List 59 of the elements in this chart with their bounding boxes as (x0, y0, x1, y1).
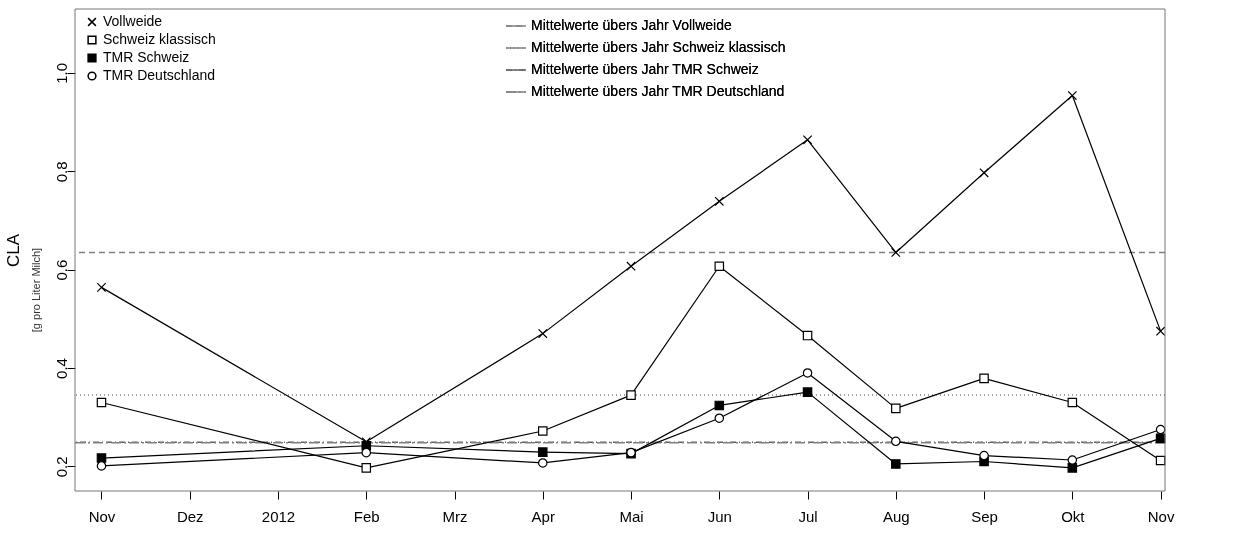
y-tick-label: 0.4 (52, 358, 70, 379)
x-tick-label: Mai (619, 507, 644, 525)
point (361, 463, 372, 473)
x-tick-label: Aug (882, 507, 910, 525)
point (714, 196, 725, 207)
x-tick-label: Feb (353, 507, 380, 525)
legend-label: TMR Deutschland (103, 67, 216, 83)
point (979, 450, 989, 461)
x-tick-label: Mrz (442, 507, 468, 525)
point (1067, 455, 1078, 465)
point (714, 261, 725, 272)
y-tick-label: 0.8 (52, 161, 70, 183)
point (714, 413, 725, 423)
x-tick-label: Jun (707, 507, 732, 525)
y-tick-label: 0.6 (52, 259, 70, 281)
legend-label: Schweiz klassisch (103, 31, 216, 47)
y-tick-label: 1.0 (52, 63, 70, 84)
x-tick-label: Apr (531, 507, 555, 525)
x-tick-label: Dez (176, 507, 204, 525)
point (1067, 463, 1078, 473)
point (96, 397, 107, 408)
point (626, 390, 636, 400)
point (891, 436, 901, 447)
point (802, 135, 813, 145)
point (537, 426, 548, 436)
x-tick-label: Nov (88, 507, 116, 525)
legend-label: TMR Schweiz (103, 49, 190, 65)
point (891, 403, 901, 414)
x-tick-label: Nov (1147, 507, 1175, 525)
point (714, 400, 725, 411)
point (96, 461, 107, 471)
legend-label: Mittelwerte übers Jahr TMR Deutschland (531, 83, 785, 99)
point (891, 459, 901, 469)
point (537, 447, 548, 457)
y-axis-title: CLA (3, 233, 23, 268)
point (537, 328, 548, 339)
x-tick-label: Sep (971, 507, 998, 525)
point (979, 168, 989, 178)
point (537, 458, 548, 468)
point (891, 247, 901, 258)
point (1155, 326, 1166, 336)
point (1067, 90, 1078, 101)
legend-label: Mittelwerte übers Jahr Schweiz klassisch (531, 39, 786, 55)
point (1155, 424, 1166, 435)
point (802, 330, 813, 341)
point (96, 282, 107, 293)
x-tick-label: Okt (1061, 507, 1086, 525)
point (1067, 397, 1078, 408)
point (802, 387, 813, 397)
legend-label: Mittelwerte übers Jahr Vollweide (531, 17, 732, 33)
point (979, 373, 989, 384)
legend-label: Vollweide (103, 13, 163, 29)
point (626, 261, 636, 272)
text: [g pro Liter Milch] (30, 247, 42, 333)
x-tick-label: Jul (798, 507, 818, 525)
point (802, 368, 813, 378)
legend-label: Mittelwerte übers Jahr TMR Schweiz (531, 61, 759, 77)
x-tick-label: 2012 (261, 507, 296, 525)
y-tick-label: 0.2 (52, 456, 70, 478)
